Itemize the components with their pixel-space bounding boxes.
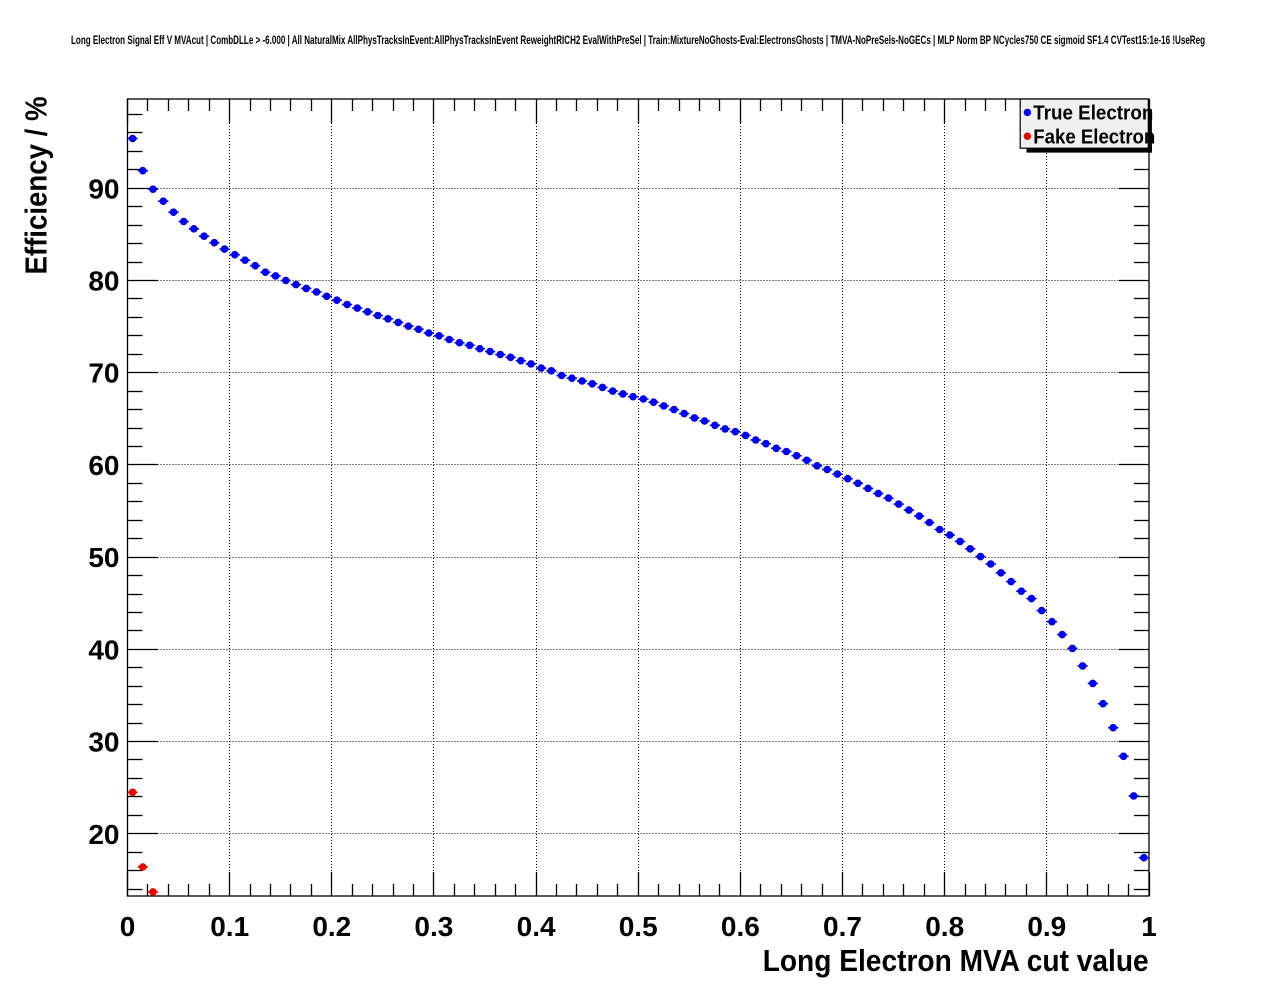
svg-text:0.6: 0.6 — [721, 911, 760, 942]
svg-text:0.4: 0.4 — [517, 911, 556, 942]
svg-text:20: 20 — [88, 819, 119, 850]
svg-text:True Electron: True Electron — [1033, 102, 1153, 125]
svg-text:Long Electron Signal Eff V MVA: Long Electron Signal Eff V MVAcut | Comb… — [71, 33, 1205, 47]
svg-text:1: 1 — [1141, 911, 1157, 942]
svg-text:50: 50 — [88, 542, 119, 573]
svg-text:0.7: 0.7 — [823, 911, 862, 942]
svg-text:0.1: 0.1 — [210, 911, 249, 942]
svg-text:0: 0 — [120, 911, 136, 942]
svg-text:40: 40 — [88, 634, 119, 665]
svg-text:0.3: 0.3 — [414, 911, 453, 942]
svg-text:0.8: 0.8 — [925, 911, 964, 942]
svg-text:60: 60 — [88, 450, 119, 481]
svg-text:0.9: 0.9 — [1027, 911, 1066, 942]
svg-text:80: 80 — [88, 266, 119, 297]
svg-text:Fake Electron: Fake Electron — [1033, 125, 1155, 148]
svg-text:0.5: 0.5 — [619, 911, 658, 942]
svg-text:Efficiency / %: Efficiency / % — [19, 97, 54, 275]
svg-text:Long Electron MVA cut value: Long Electron MVA cut value — [763, 943, 1149, 978]
svg-text:0.2: 0.2 — [312, 911, 351, 942]
svg-text:90: 90 — [88, 173, 119, 204]
svg-text:30: 30 — [88, 727, 119, 758]
svg-text:70: 70 — [88, 358, 119, 389]
